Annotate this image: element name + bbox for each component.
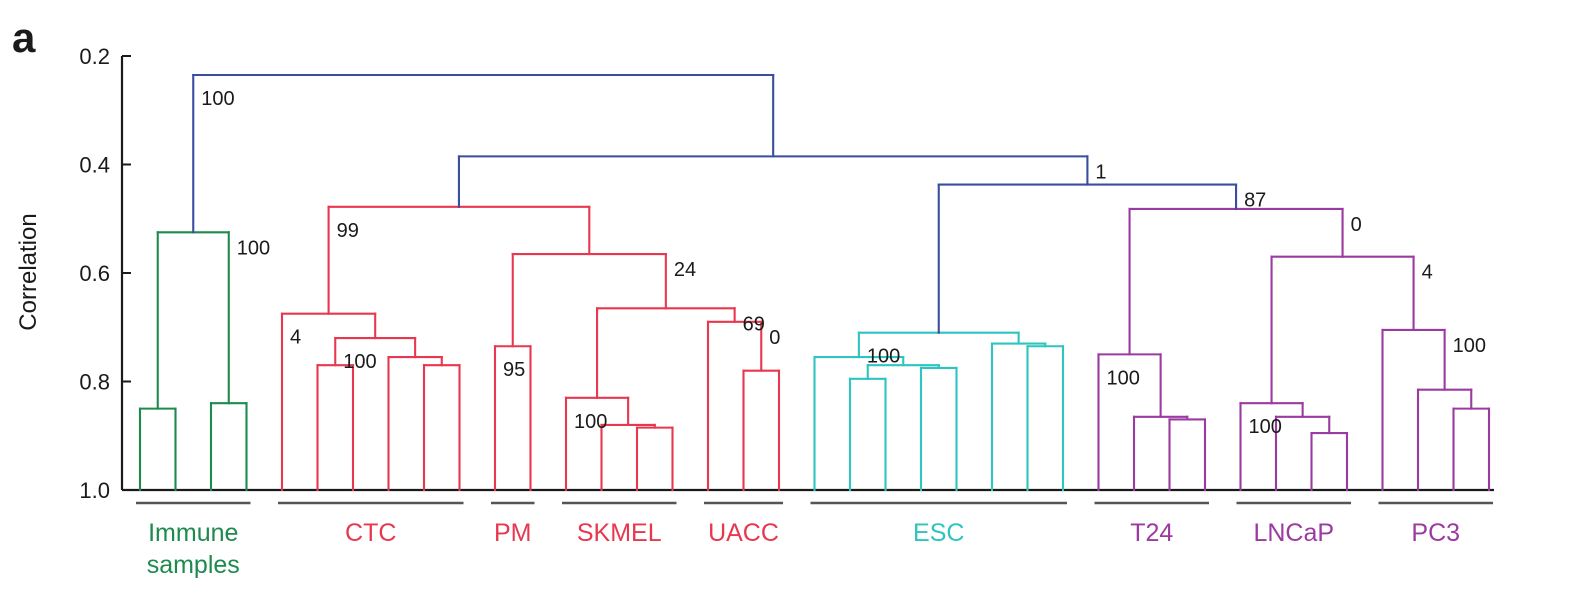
y-axis-label: Correlation: [15, 213, 42, 330]
group-label: UACC: [708, 519, 779, 547]
bootstrap-value: 0: [1351, 214, 1362, 236]
bootstrap-value: 4: [290, 327, 301, 349]
bootstrap-value: 99: [337, 220, 359, 242]
bootstrap-value: 4: [1422, 262, 1433, 284]
dendrogram-tree: [138, 73, 1491, 492]
y-tick-label: 0.2: [79, 44, 110, 69]
bootstrap-value: 100: [201, 88, 234, 110]
bootstrap-value: 100: [1249, 416, 1282, 438]
group-label-line: samples: [147, 551, 240, 579]
bootstrap-value: 100: [574, 411, 607, 433]
bootstrap-value: 100: [343, 351, 376, 373]
group-label-line: LNCaP: [1253, 519, 1334, 547]
group-annotations: Immune samples CTC PM SKMEL UACC ESC T24 LNCaP PC…: [136, 501, 1493, 579]
group-label: PC3: [1411, 519, 1460, 547]
group-label: LNCaP: [1253, 519, 1334, 547]
group-label: SKMEL: [577, 519, 662, 547]
group-label: Immune samples: [147, 519, 240, 579]
bootstrap-value: 100: [1107, 367, 1140, 389]
bootstrap-value: 69: [743, 313, 765, 335]
bootstrap-value: 1: [1095, 161, 1106, 183]
bootstrap-value: 100: [237, 237, 270, 259]
group-label: CTC: [345, 519, 396, 547]
bootstrap-value: 95: [503, 359, 525, 381]
y-tick-label: 1.0: [79, 478, 110, 503]
y-tick-label: 0.4: [79, 153, 110, 178]
group-label-line: T24: [1130, 519, 1173, 547]
bootstrap-value: 87: [1244, 190, 1266, 212]
group-label-line: ESC: [913, 519, 964, 547]
group-label: T24: [1130, 519, 1173, 547]
group-label: ESC: [913, 519, 964, 547]
y-tick-label: 0.6: [79, 261, 110, 286]
group-label-line: Immune: [148, 519, 238, 547]
group-label: PM: [494, 519, 532, 547]
bootstrap-value: 24: [674, 259, 696, 281]
panel-letter: a: [12, 14, 36, 61]
y-tick-label: 0.8: [79, 370, 110, 395]
axes: 0.2 0.4 0.6 0.8 1.0: [79, 44, 1494, 503]
group-label-line: CTC: [345, 519, 396, 547]
group-label-line: UACC: [708, 519, 779, 547]
bootstrap-value: 0: [769, 327, 780, 349]
group-label-line: PC3: [1411, 519, 1460, 547]
group-label-line: PM: [494, 519, 532, 547]
group-label-line: SKMEL: [577, 519, 662, 547]
bootstrap-value: 100: [867, 346, 900, 368]
bootstrap-value: 100: [1453, 335, 1486, 357]
